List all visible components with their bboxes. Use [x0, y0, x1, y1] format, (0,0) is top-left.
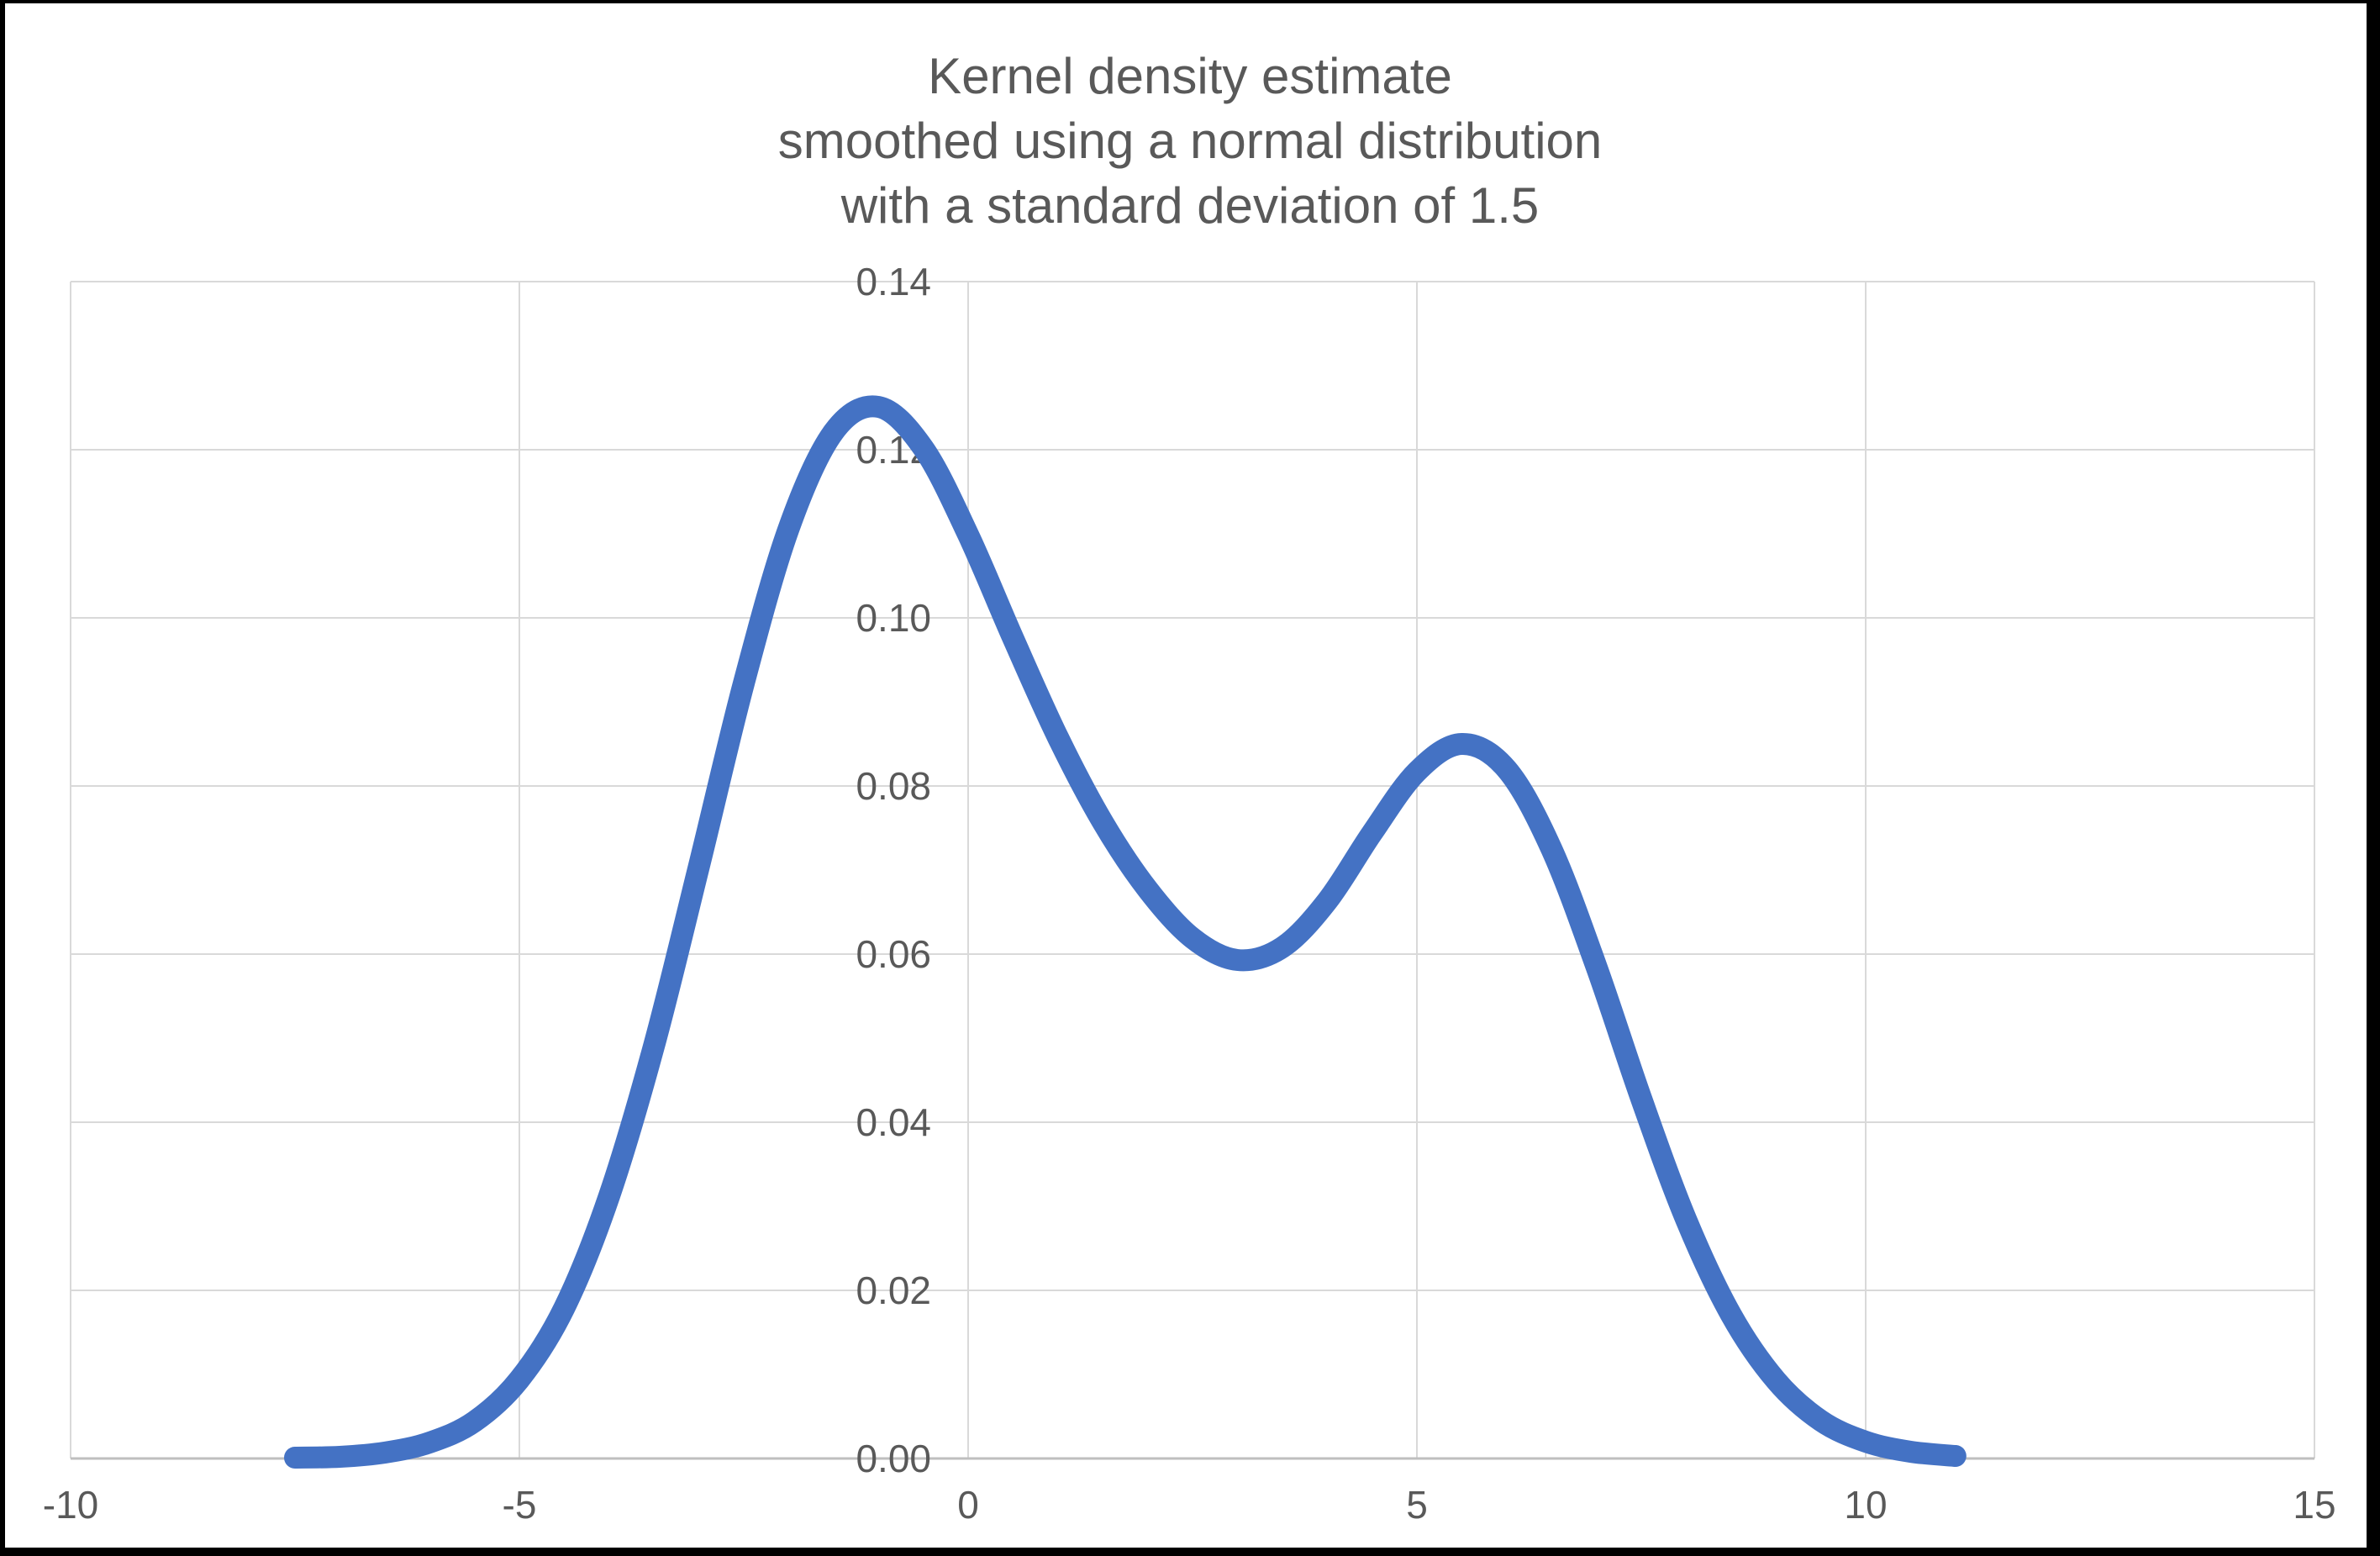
- frame-border-top: [0, 0, 2380, 3]
- y-tick-label: 0.10: [856, 596, 931, 640]
- x-tick-label: 15: [2293, 1483, 2335, 1527]
- chart-title-line-2: smoothed using a normal distribution: [777, 113, 1603, 169]
- y-tick-label: 0.08: [856, 764, 931, 808]
- x-tick-label: -10: [43, 1483, 98, 1527]
- chart-title-line-1: Kernel density estimate: [928, 48, 1452, 104]
- kde-curve: [284, 395, 1967, 1469]
- y-tick-label: 0.00: [856, 1437, 931, 1480]
- chart-title-line-3: with a standard deviation of 1.5: [840, 177, 1540, 234]
- y-tick-label: 0.14: [856, 260, 931, 303]
- y-tick-label: 0.06: [856, 932, 931, 976]
- x-tick-label: -5: [503, 1483, 537, 1527]
- x-tick-label: 5: [1406, 1483, 1428, 1527]
- frame-border-bottom: [0, 1548, 2380, 1556]
- y-tick-label: 0.02: [856, 1269, 931, 1312]
- chart-title: Kernel density estimate smoothed using a…: [0, 44, 2380, 238]
- y-tick-label: 0.04: [856, 1100, 931, 1144]
- x-tick-label: 10: [1844, 1483, 1887, 1527]
- frame-border-right: [2367, 0, 2380, 1556]
- frame-border-left: [0, 0, 5, 1556]
- x-tick-label: 0: [957, 1483, 979, 1527]
